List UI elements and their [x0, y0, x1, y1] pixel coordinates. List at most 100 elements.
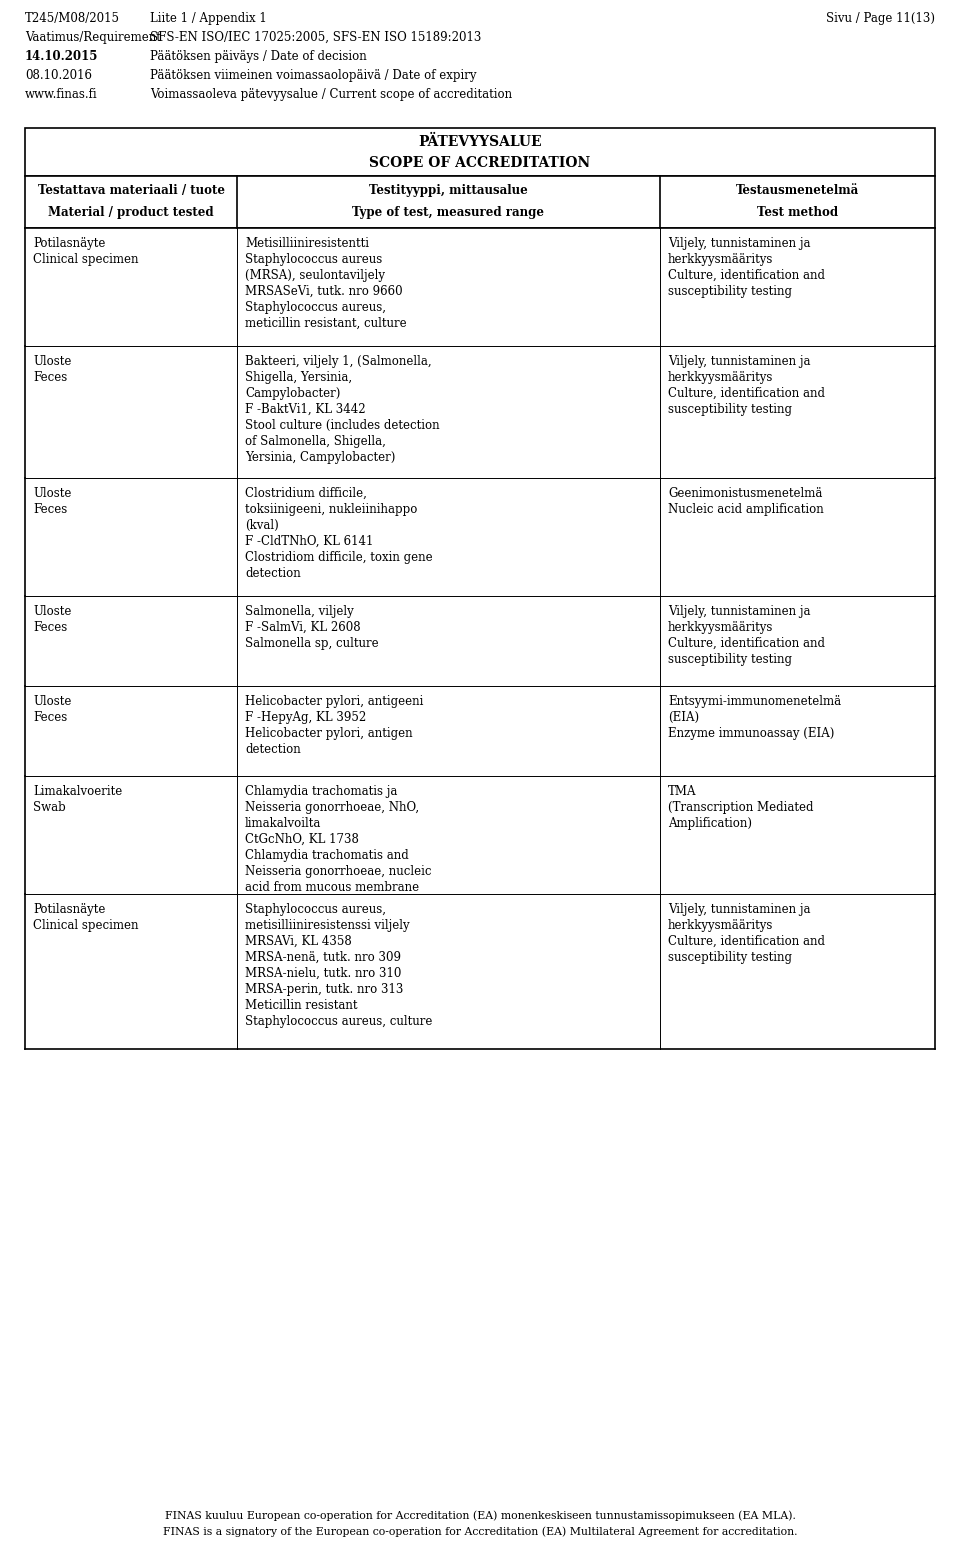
Text: Feces: Feces	[33, 621, 67, 635]
Text: Feces: Feces	[33, 371, 67, 383]
Text: Vaatimus/Requirement: Vaatimus/Requirement	[25, 31, 161, 43]
Text: Clostridiom difficile, toxin gene: Clostridiom difficile, toxin gene	[245, 551, 433, 563]
Text: Culture, identification and: Culture, identification and	[668, 386, 825, 400]
Text: Clinical specimen: Clinical specimen	[33, 919, 138, 933]
Text: susceptibility testing: susceptibility testing	[668, 286, 792, 298]
Text: MRSAVi, KL 4358: MRSAVi, KL 4358	[245, 934, 351, 948]
Bar	[25, 127, 935, 175]
Text: F -CldTNhO, KL 6141: F -CldTNhO, KL 6141	[245, 535, 373, 548]
Text: Clostridium difficile,: Clostridium difficile,	[245, 487, 367, 500]
Text: Metisilliiniresistentti: Metisilliiniresistentti	[245, 237, 369, 250]
Text: Enzyme immunoassay (EIA): Enzyme immunoassay (EIA)	[668, 726, 834, 740]
Text: Potilasnäyte: Potilasnäyte	[33, 237, 106, 250]
Text: SCOPE OF ACCREDITATION: SCOPE OF ACCREDITATION	[370, 155, 590, 169]
Text: Yersinia, Campylobacter): Yersinia, Campylobacter)	[245, 452, 396, 464]
Text: Päätöksen päiväys / Date of decision: Päätöksen päiväys / Date of decision	[150, 50, 367, 64]
Text: 14.10.2015: 14.10.2015	[25, 50, 98, 64]
Text: metisilliiniresistenssi viljely: metisilliiniresistenssi viljely	[245, 919, 410, 933]
Bar	[25, 346, 935, 478]
Text: herkkyysmääritys: herkkyysmääritys	[668, 371, 774, 383]
Text: Uloste: Uloste	[33, 605, 71, 618]
Text: MRSA-perin, tutk. nro 313: MRSA-perin, tutk. nro 313	[245, 982, 403, 996]
Text: Viljely, tunnistaminen ja: Viljely, tunnistaminen ja	[668, 903, 810, 916]
Text: FINAS is a signatory of the European co-operation for Accreditation (EA) Multila: FINAS is a signatory of the European co-…	[163, 1526, 797, 1536]
Text: Staphylococcus aureus: Staphylococcus aureus	[245, 253, 382, 265]
Text: Viljely, tunnistaminen ja: Viljely, tunnistaminen ja	[668, 355, 810, 368]
Text: of Salmonella, Shigella,: of Salmonella, Shigella,	[245, 435, 386, 449]
Text: Helicobacter pylori, antigen: Helicobacter pylori, antigen	[245, 726, 413, 740]
Text: Uloste: Uloste	[33, 695, 71, 708]
Text: herkkyysmääritys: herkkyysmääritys	[668, 621, 774, 635]
Text: (EIA): (EIA)	[668, 711, 699, 723]
Text: Staphylococcus aureus,: Staphylococcus aureus,	[245, 301, 386, 314]
Text: Testattava materiaali / tuote: Testattava materiaali / tuote	[37, 185, 225, 197]
Text: Stool culture (includes detection: Stool culture (includes detection	[245, 419, 440, 431]
Text: susceptibility testing: susceptibility testing	[668, 951, 792, 964]
Text: Type of test, measured range: Type of test, measured range	[352, 206, 544, 219]
Text: F -SalmVi, KL 2608: F -SalmVi, KL 2608	[245, 621, 361, 635]
Text: Nucleic acid amplification: Nucleic acid amplification	[668, 503, 824, 515]
Text: MRSASeVi, tutk. nro 9660: MRSASeVi, tutk. nro 9660	[245, 286, 402, 298]
Text: 08.10.2016: 08.10.2016	[25, 68, 92, 82]
Text: www.finas.fi: www.finas.fi	[25, 88, 98, 101]
Bar	[25, 894, 935, 1049]
Text: CtGcNhO, KL 1738: CtGcNhO, KL 1738	[245, 833, 359, 846]
Text: Uloste: Uloste	[33, 487, 71, 500]
Text: Clinical specimen: Clinical specimen	[33, 253, 138, 265]
Text: Culture, identification and: Culture, identification and	[668, 934, 825, 948]
Bar	[25, 686, 935, 776]
Text: FINAS kuuluu European co-operation for Accreditation (EA) monenkeskiseen tunnust: FINAS kuuluu European co-operation for A…	[164, 1510, 796, 1521]
Text: Chlamydia trachomatis and: Chlamydia trachomatis and	[245, 849, 409, 861]
Bar	[25, 175, 935, 228]
Text: Culture, identification and: Culture, identification and	[668, 636, 825, 650]
Text: Culture, identification and: Culture, identification and	[668, 268, 825, 282]
Text: acid from mucous membrane: acid from mucous membrane	[245, 882, 420, 894]
Text: Material / product tested: Material / product tested	[48, 206, 214, 219]
Text: Geenimonistusmenetelmä: Geenimonistusmenetelmä	[668, 487, 823, 500]
Text: Feces: Feces	[33, 711, 67, 723]
Text: Neisseria gonorrhoeae, nucleic: Neisseria gonorrhoeae, nucleic	[245, 864, 431, 878]
Text: susceptibility testing: susceptibility testing	[668, 653, 792, 666]
Text: Viljely, tunnistaminen ja: Viljely, tunnistaminen ja	[668, 237, 810, 250]
Text: Päätöksen viimeinen voimassaolopäivä / Date of expiry: Päätöksen viimeinen voimassaolopäivä / D…	[150, 68, 476, 82]
Text: (kval): (kval)	[245, 518, 278, 532]
Text: Liite 1 / Appendix 1: Liite 1 / Appendix 1	[150, 12, 267, 25]
Text: Salmonella sp, culture: Salmonella sp, culture	[245, 636, 378, 650]
Text: Potilasnäyte: Potilasnäyte	[33, 903, 106, 916]
Text: Amplification): Amplification)	[668, 816, 752, 830]
Text: Voimassaoleva pätevyysalue / Current scope of accreditation: Voimassaoleva pätevyysalue / Current sco…	[150, 88, 512, 101]
Text: toksiinigeeni, nukleiinihappo: toksiinigeeni, nukleiinihappo	[245, 503, 418, 515]
Text: Sivu / Page 11(13): Sivu / Page 11(13)	[826, 12, 935, 25]
Text: Test method: Test method	[756, 206, 838, 219]
Text: SFS-EN ISO/IEC 17025:2005, SFS-EN ISO 15189:2013: SFS-EN ISO/IEC 17025:2005, SFS-EN ISO 15…	[150, 31, 481, 43]
Text: Salmonella, viljely: Salmonella, viljely	[245, 605, 353, 618]
Bar	[25, 478, 935, 596]
Text: Uloste: Uloste	[33, 355, 71, 368]
Text: limakalvoilta: limakalvoilta	[245, 816, 322, 830]
Text: MRSA-nielu, tutk. nro 310: MRSA-nielu, tutk. nro 310	[245, 967, 401, 979]
Text: meticillin resistant, culture: meticillin resistant, culture	[245, 317, 407, 331]
Text: Staphylococcus aureus,: Staphylococcus aureus,	[245, 903, 386, 916]
Text: TMA: TMA	[668, 785, 697, 798]
Text: Helicobacter pylori, antigeeni: Helicobacter pylori, antigeeni	[245, 695, 423, 708]
Text: herkkyysmääritys: herkkyysmääritys	[668, 919, 774, 933]
Text: Staphylococcus aureus, culture: Staphylococcus aureus, culture	[245, 1015, 432, 1027]
Bar	[25, 596, 935, 686]
Text: Swab: Swab	[33, 801, 65, 813]
Text: Shigella, Yersinia,: Shigella, Yersinia,	[245, 371, 352, 383]
Text: (Transcription Mediated: (Transcription Mediated	[668, 801, 813, 813]
Text: Viljely, tunnistaminen ja: Viljely, tunnistaminen ja	[668, 605, 810, 618]
Text: Limakalvoerite: Limakalvoerite	[33, 785, 122, 798]
Text: Meticillin resistant: Meticillin resistant	[245, 999, 357, 1012]
Text: Feces: Feces	[33, 503, 67, 515]
Text: detection: detection	[245, 566, 300, 580]
Text: Testausmenetelmä: Testausmenetelmä	[736, 185, 859, 197]
Text: F -HepyAg, KL 3952: F -HepyAg, KL 3952	[245, 711, 367, 723]
Text: susceptibility testing: susceptibility testing	[668, 404, 792, 416]
Text: F -BaktVi1, KL 3442: F -BaktVi1, KL 3442	[245, 404, 366, 416]
Text: Campylobacter): Campylobacter)	[245, 386, 341, 400]
Text: PÄTEVYYSALUE: PÄTEVYYSALUE	[419, 135, 541, 149]
Text: Chlamydia trachomatis ja: Chlamydia trachomatis ja	[245, 785, 397, 798]
Text: Neisseria gonorrhoeae, NhO,: Neisseria gonorrhoeae, NhO,	[245, 801, 420, 813]
Text: Entsyymi-immunomenetelmä: Entsyymi-immunomenetelmä	[668, 695, 841, 708]
